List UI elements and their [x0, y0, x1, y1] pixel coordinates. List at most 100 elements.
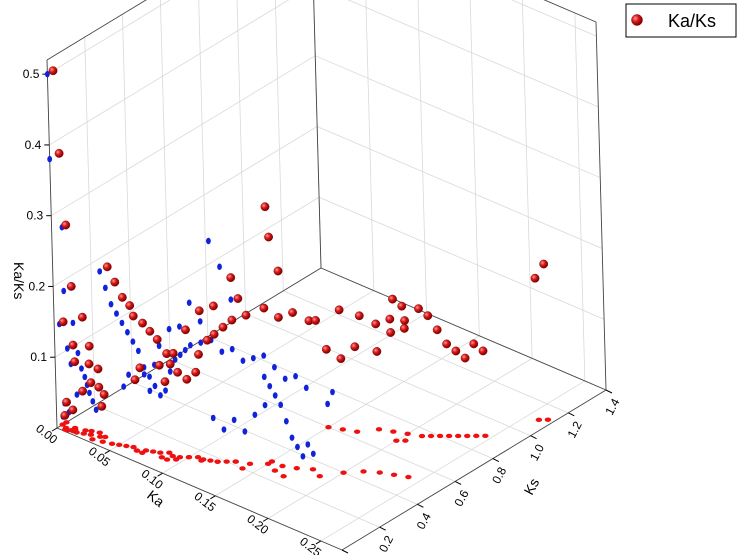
data-point: [62, 397, 71, 407]
data-point: [414, 304, 423, 314]
z-tick-label: 0.4: [25, 138, 42, 152]
data-point: [460, 353, 470, 363]
z-tick-label: 0.1: [30, 350, 47, 364]
wall-projection-point: [130, 338, 136, 345]
data-point: [264, 232, 273, 242]
floor-projection-point: [158, 455, 166, 460]
data-point: [400, 316, 409, 325]
wall-projection-point: [305, 441, 311, 448]
floor-projection-point: [473, 433, 480, 439]
data-point: [241, 310, 251, 320]
floor-projection-point: [116, 442, 123, 448]
wall-projection-point: [44, 70, 50, 78]
data-point: [233, 294, 243, 303]
floor-projection-point: [427, 433, 435, 439]
floor-projection-point: [280, 474, 287, 479]
wall-projection-point: [197, 318, 203, 325]
floor-projection-point: [96, 430, 103, 435]
grid-lines: [46, 0, 607, 551]
data-point: [181, 325, 190, 335]
data-point: [84, 359, 94, 369]
floor-projection-point: [172, 457, 180, 462]
wall-projection-point: [206, 237, 211, 245]
wall-projection-point: [187, 342, 193, 349]
data-point: [138, 318, 147, 328]
data-point: [99, 390, 109, 399]
wall-projection-point: [250, 354, 256, 362]
data-point: [168, 348, 178, 358]
x-axis-title: Ka: [144, 487, 168, 510]
frame-edge: [46, 59, 58, 429]
data-point: [117, 292, 127, 302]
wall-projection-point: [182, 346, 188, 354]
grid-line: [198, 0, 209, 337]
floor-projection-point: [130, 444, 137, 450]
wall-projection-point: [303, 384, 309, 392]
wall-projection-point: [330, 388, 335, 396]
frame-edge: [543, 0, 597, 23]
data-point: [260, 202, 270, 212]
floor-projection-point: [535, 417, 543, 422]
wall-projection-point: [295, 443, 300, 451]
legend-box: [625, 3, 737, 38]
data-point: [165, 359, 175, 369]
y-tick-label: 0.6: [451, 487, 471, 509]
data-point: [386, 328, 396, 337]
data-point: [68, 340, 78, 350]
frame-edge: [595, 21, 607, 391]
data-point: [94, 382, 104, 392]
wall-projection-point: [61, 287, 67, 295]
data-point: [539, 259, 549, 269]
wall-projection-point: [87, 389, 92, 397]
floor-projection-point: [149, 449, 157, 454]
y-tick-label: 1.2: [565, 419, 585, 441]
wall-projection-point: [217, 263, 222, 270]
data-point: [432, 325, 442, 335]
wall-projection-point: [152, 382, 158, 390]
data-point: [102, 262, 112, 272]
y-tick-mark: [341, 549, 349, 554]
data-point: [208, 301, 218, 311]
data-point: [152, 335, 162, 344]
floor-projection-point: [340, 470, 347, 475]
floor-projection-point: [436, 433, 444, 439]
floor-projection-point: [123, 443, 130, 449]
floor-projection-point: [80, 431, 87, 436]
x-tick-label: 0.05: [86, 444, 113, 470]
wall-projection-point: [300, 453, 306, 460]
z-tick-label: 0.5: [23, 67, 40, 81]
data-point: [86, 378, 96, 388]
grid-line: [318, 196, 605, 320]
wall-projection-point: [278, 401, 284, 409]
floor-projection-point: [63, 420, 70, 425]
floor-projection-point: [207, 458, 214, 463]
floor-projection-point: [88, 428, 95, 434]
data-point: [388, 294, 397, 304]
floor-projection-point: [482, 433, 489, 439]
floor-projection-point: [99, 439, 106, 444]
wall-projection-point: [90, 398, 96, 405]
floor-projection-points: [59, 417, 552, 480]
y-tick-mark: [530, 435, 537, 440]
wall-projection-point: [158, 392, 163, 399]
data-point: [154, 360, 164, 370]
wall-projection-point: [221, 426, 227, 433]
grid-line: [347, 0, 599, 108]
wall-projection-point: [147, 373, 152, 380]
wall-projection-point: [261, 352, 267, 359]
floor-projection-point: [279, 463, 286, 469]
data-point: [84, 341, 94, 351]
grid-line: [162, 312, 427, 474]
data-point: [60, 411, 70, 420]
wall-projection-point: [262, 401, 268, 409]
wall-projection-point: [125, 329, 130, 336]
wall-projection-point: [82, 373, 88, 381]
floor-projection-point: [239, 466, 246, 471]
grid-line: [47, 0, 171, 75]
wall-projection-point: [147, 387, 153, 395]
legend: Ka/Ks: [625, 3, 737, 38]
data-point: [311, 316, 320, 325]
floor-projection-point: [454, 433, 462, 439]
y-tick-mark: [379, 526, 386, 531]
